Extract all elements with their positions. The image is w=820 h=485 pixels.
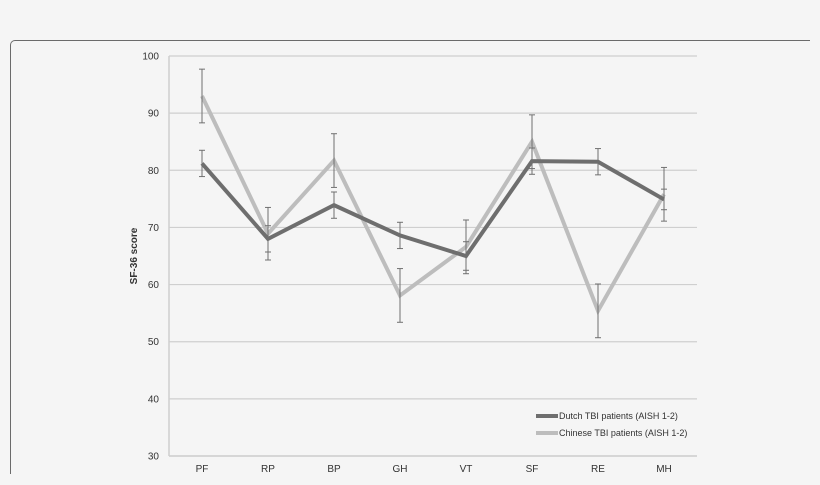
y-tick-label: 50	[148, 337, 160, 348]
y-tick-label: 90	[148, 109, 160, 120]
x-tick-label: SF	[526, 464, 539, 475]
figure-frame	[10, 40, 810, 474]
x-tick-label: PF	[196, 464, 209, 475]
x-tick-label: BP	[327, 464, 341, 475]
data-series	[199, 68, 667, 339]
y-tick-label: 60	[148, 280, 160, 291]
x-tick-label: MH	[656, 464, 672, 475]
y-axis-title: SF-36 score	[129, 227, 140, 284]
x-axis: PF RP BP GH VT SF RE MH	[169, 455, 697, 475]
legend-label: Dutch TBI patients (AISH 1-2)	[559, 411, 678, 421]
gridlines	[169, 55, 697, 457]
series-line	[200, 95, 666, 316]
y-tick-label: 40	[148, 394, 160, 405]
x-tick-label: RE	[591, 464, 605, 475]
legend: Dutch TBI patients (AISH 1-2) Chinese TBI…	[536, 411, 687, 438]
y-tick-label: 80	[148, 166, 160, 177]
y-tick-label: 30	[148, 452, 160, 463]
legend-label: Chinese TBI patients (AISH 1-2)	[559, 428, 687, 438]
x-tick-label: GH	[393, 464, 408, 475]
x-tick-label: RP	[261, 464, 275, 475]
y-axis: 30 40 50 60 70 80 90 100	[142, 52, 170, 463]
x-tick-label: VT	[460, 464, 473, 475]
y-tick-label: 70	[148, 223, 160, 234]
y-tick-label: 100	[142, 52, 159, 63]
series-line	[200, 159, 665, 259]
